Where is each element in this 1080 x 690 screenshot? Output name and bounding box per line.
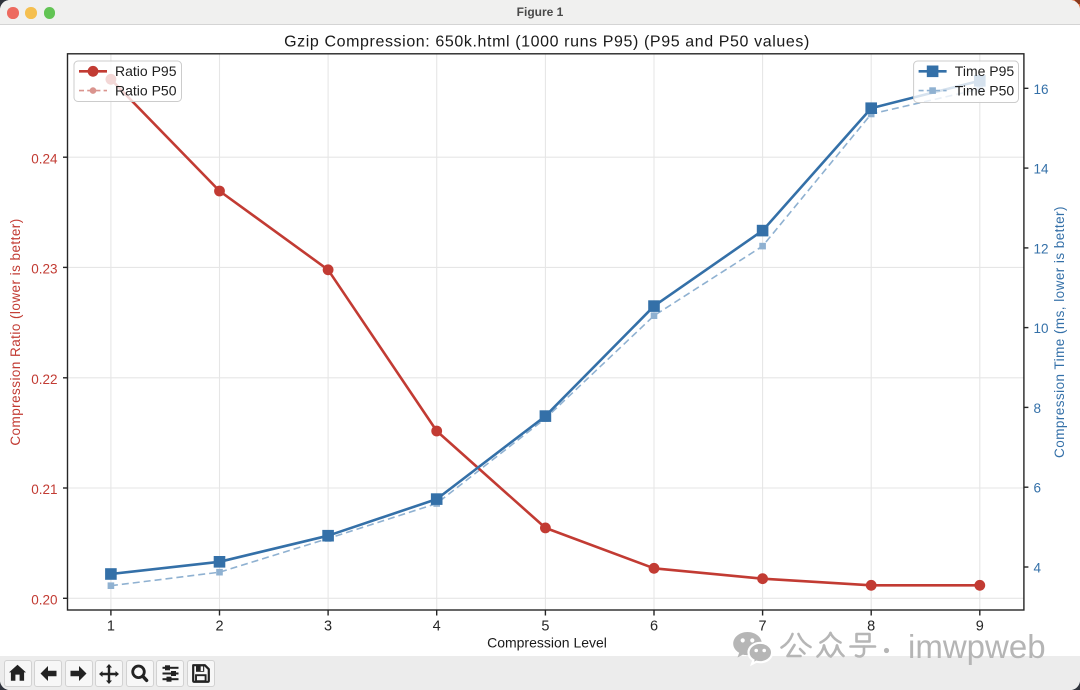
svg-text:4: 4 [1034, 561, 1042, 576]
svg-text:Time P95: Time P95 [955, 63, 1015, 79]
svg-text:0.24: 0.24 [31, 151, 58, 166]
svg-text:0.23: 0.23 [31, 262, 57, 277]
svg-text:10: 10 [1034, 321, 1049, 336]
svg-text:12: 12 [1034, 241, 1049, 256]
svg-text:0.22: 0.22 [31, 372, 57, 387]
svg-text:7: 7 [759, 619, 767, 635]
svg-text:3: 3 [324, 619, 332, 635]
svg-text:14: 14 [1034, 162, 1050, 177]
svg-text:6: 6 [650, 619, 658, 635]
svg-text:Ratio P50: Ratio P50 [115, 82, 177, 98]
svg-text:Compression Level: Compression Level [487, 634, 607, 650]
svg-text:Compression Ratio (lower is be: Compression Ratio (lower is better) [8, 218, 23, 445]
svg-text:0.20: 0.20 [31, 593, 57, 608]
svg-text:0.21: 0.21 [31, 482, 57, 497]
svg-text:1: 1 [107, 619, 115, 635]
svg-text:5: 5 [541, 619, 549, 635]
svg-text:9: 9 [976, 619, 984, 635]
svg-text:Gzip Compression: 650k.html (1: Gzip Compression: 650k.html (1000 runs P… [284, 34, 810, 51]
svg-text:2: 2 [215, 619, 223, 635]
svg-text:8: 8 [867, 619, 875, 635]
svg-text:Time P50: Time P50 [955, 82, 1015, 98]
svg-text:Ratio P95: Ratio P95 [115, 63, 177, 79]
svg-text:16: 16 [1034, 82, 1049, 97]
svg-text:imwpweb: imwpweb [908, 628, 1046, 665]
svg-text:6: 6 [1034, 481, 1042, 496]
svg-text:Compression Time (ms, lower is: Compression Time (ms, lower is better) [1052, 206, 1067, 458]
svg-text:4: 4 [433, 619, 441, 635]
svg-text:8: 8 [1034, 401, 1042, 416]
